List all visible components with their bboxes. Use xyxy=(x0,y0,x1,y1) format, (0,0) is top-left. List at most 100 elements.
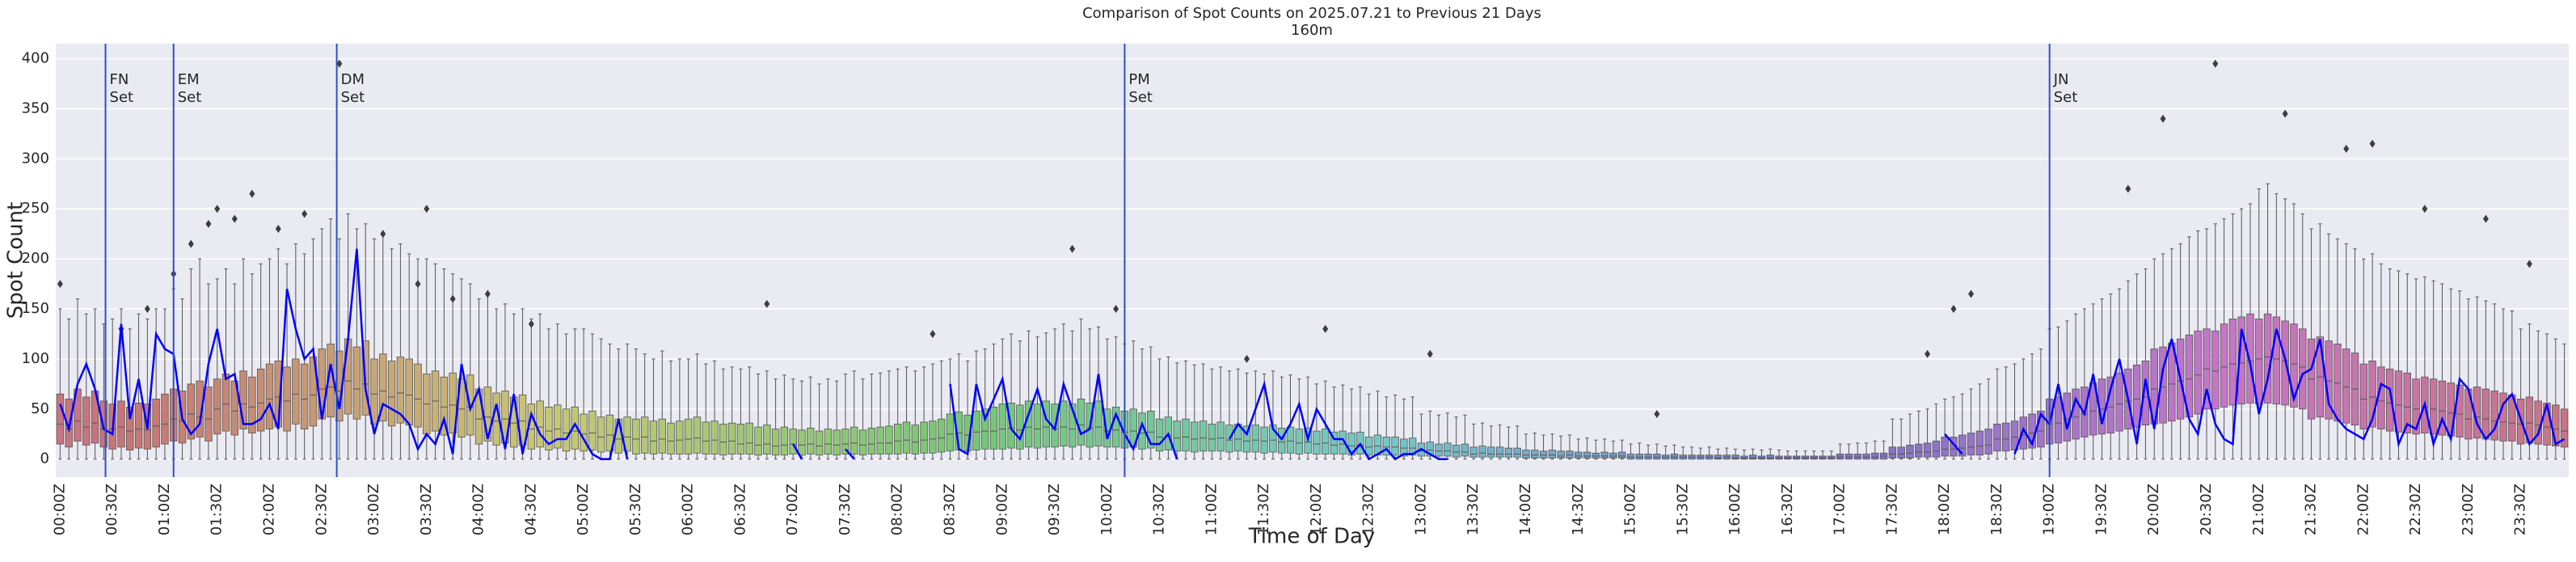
chart-title: Comparison of Spot Counts on 2025.07.21 … xyxy=(1082,5,1541,22)
box xyxy=(117,400,125,448)
box xyxy=(230,380,239,436)
x-tick-label: 11:00Z xyxy=(1203,484,1220,535)
box xyxy=(605,414,614,452)
box xyxy=(1033,404,1042,449)
box xyxy=(1932,441,1941,458)
x-tick-label: 05:00Z xyxy=(575,484,592,535)
flier xyxy=(301,209,308,218)
x-tick-label: 13:30Z xyxy=(1465,484,1482,535)
box xyxy=(1504,447,1513,458)
box xyxy=(2211,330,2220,410)
flier xyxy=(249,189,255,198)
marks xyxy=(56,59,2569,461)
x-tick-label: 19:30Z xyxy=(2093,484,2110,535)
box xyxy=(2132,364,2141,428)
box xyxy=(2490,391,2498,441)
box xyxy=(623,416,631,452)
box xyxy=(2368,361,2376,428)
box xyxy=(2089,382,2097,436)
x-tick-label: 15:30Z xyxy=(1674,484,1691,535)
box xyxy=(1469,446,1478,458)
box xyxy=(554,404,562,449)
box xyxy=(2377,366,2385,429)
flier xyxy=(1968,289,1975,298)
box xyxy=(545,406,553,450)
box xyxy=(204,387,213,442)
box xyxy=(946,413,955,452)
x-tick-label: 17:30Z xyxy=(1883,484,1900,535)
box xyxy=(2141,361,2150,426)
flier xyxy=(1244,354,1250,363)
box xyxy=(414,363,422,428)
box xyxy=(1077,399,1086,446)
box xyxy=(1775,455,1783,460)
x-tick-label: 05:30Z xyxy=(627,484,644,535)
box xyxy=(1557,450,1565,458)
box xyxy=(2272,316,2281,405)
box xyxy=(815,430,824,456)
box xyxy=(1016,404,1024,450)
box xyxy=(972,410,980,450)
y-tick-label: 400 xyxy=(22,50,49,67)
box xyxy=(1216,421,1225,452)
box xyxy=(1740,455,1748,460)
box xyxy=(1984,429,1992,454)
flier xyxy=(1654,410,1660,419)
box xyxy=(2342,349,2350,424)
line-series xyxy=(792,443,803,460)
box xyxy=(1609,452,1617,458)
box xyxy=(980,408,989,450)
box xyxy=(1653,454,1661,460)
box xyxy=(1191,421,1199,453)
box xyxy=(1208,423,1216,452)
box xyxy=(2001,422,2010,452)
flier xyxy=(144,305,150,314)
box xyxy=(1583,451,1592,458)
x-tick-label: 14:30Z xyxy=(1570,484,1587,535)
box xyxy=(2159,346,2167,424)
x-tick-label: 10:00Z xyxy=(1098,484,1115,535)
box xyxy=(876,426,884,454)
flier xyxy=(2369,139,2376,148)
box xyxy=(798,429,806,456)
box xyxy=(126,406,134,450)
x-tick-label: 22:00Z xyxy=(2355,484,2372,535)
box xyxy=(2385,368,2394,432)
x-tick-label: 08:30Z xyxy=(942,484,959,535)
y-tick-label: 100 xyxy=(22,350,49,367)
box xyxy=(1260,426,1268,454)
flier xyxy=(528,319,534,328)
box xyxy=(1810,455,1818,460)
box xyxy=(1487,446,1495,458)
box xyxy=(2429,378,2438,435)
box xyxy=(1461,443,1469,457)
box xyxy=(265,363,274,429)
box xyxy=(2334,343,2342,422)
box xyxy=(1452,444,1461,458)
x-tick-label: 17:00Z xyxy=(1832,484,1849,535)
box xyxy=(213,378,221,435)
box xyxy=(1923,442,1932,458)
box xyxy=(1435,443,1443,457)
flier xyxy=(1925,349,1931,358)
box xyxy=(771,429,780,456)
box xyxy=(99,400,108,448)
box xyxy=(344,338,352,415)
box xyxy=(65,399,73,448)
box xyxy=(929,420,937,454)
box xyxy=(82,396,91,446)
box xyxy=(1635,454,1644,460)
annotation-label: Set xyxy=(178,89,202,106)
flier xyxy=(2160,114,2166,123)
box xyxy=(1592,452,1600,458)
box xyxy=(1670,454,1679,460)
x-tick-label: 23:30Z xyxy=(2512,484,2529,535)
box xyxy=(405,358,413,426)
box xyxy=(1391,437,1399,456)
box xyxy=(807,427,815,454)
box xyxy=(1792,455,1801,460)
flier xyxy=(188,239,194,248)
x-tick-label: 19:00Z xyxy=(2041,484,2058,535)
box xyxy=(1155,418,1164,452)
box xyxy=(2194,330,2202,415)
